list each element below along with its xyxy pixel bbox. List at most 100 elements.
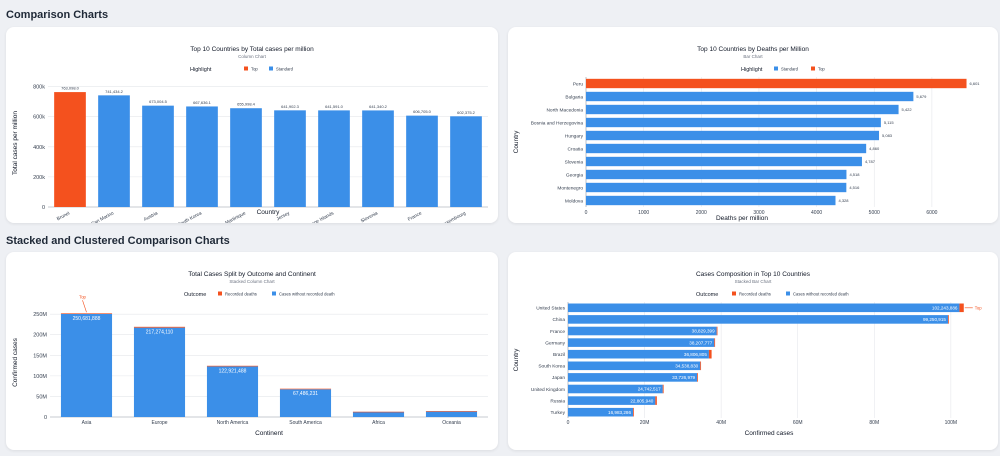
bar-segment-deaths [708, 349, 712, 359]
x-tick-label: 1000 [638, 210, 649, 216]
bar-segment-cases [568, 303, 960, 313]
y-tick-label: Montenegro [557, 185, 583, 191]
x-tick-label: Oceania [442, 420, 461, 426]
bar-segment-cases [568, 373, 698, 382]
bar [98, 95, 130, 207]
x-tick-label: 4000 [811, 210, 822, 216]
x-tick-label: Luxembourg [441, 210, 468, 223]
x-tick-label: Slovenia [360, 210, 379, 223]
chart-subtitle: Stacked Column Chart [229, 279, 275, 284]
legend-title: Highlight [190, 67, 212, 73]
x-axis-label: Country [257, 209, 281, 216]
y-tick-label: Brazil [553, 352, 565, 358]
legend-swatch [272, 291, 276, 296]
bar-segment-cases [568, 407, 634, 417]
y-axis-label: Confirmed cases [12, 337, 19, 387]
x-tick-label: Brunei [56, 210, 71, 222]
bar-segment-deaths [959, 303, 964, 313]
y-tick-label: Bosnia and Herzegovina [531, 120, 584, 126]
y-tick-label: Bulgaria [565, 94, 583, 100]
y-tick-label: Georgia [566, 172, 583, 178]
x-axis-label: Confirmed cases [745, 430, 795, 437]
legend-title: Outcome [184, 292, 206, 298]
bar-segment-deaths [206, 365, 259, 367]
data-label: 741,434.2 [105, 89, 124, 94]
x-tick-label: Africa [372, 420, 385, 426]
stacked-column-chart: Total Cases Split by Outcome and Contine… [12, 271, 488, 437]
chart-title: Top 10 Countries by Total cases per mill… [190, 46, 314, 53]
y-tick-label: North Macedonia [546, 107, 583, 113]
x-tick-label: Martinique [224, 210, 247, 223]
bar [586, 104, 899, 115]
chart-subtitle: Stacked Bar Chart [735, 279, 773, 284]
y-tick-label: Japan [552, 375, 565, 381]
bar-segment-cases [568, 338, 715, 347]
data-label: 763,098.0 [61, 86, 80, 91]
x-tick-label: 80M [869, 420, 879, 426]
bar-segment-deaths [633, 407, 634, 417]
data-label: 5,083 [882, 133, 893, 138]
y-tick-label: 600k [33, 115, 45, 121]
legend-title: Outcome [696, 292, 718, 298]
bar-segment-deaths [716, 326, 718, 336]
bar-segment-deaths [662, 384, 664, 394]
bar-segment-cases [425, 411, 478, 417]
y-tick-label: France [550, 329, 565, 335]
bar-segment-cases [568, 361, 701, 371]
bar-segment-cases [60, 313, 113, 417]
bar [586, 195, 836, 206]
x-axis-label: Deaths per million [716, 215, 768, 222]
x-tick-label: 20M [640, 420, 650, 426]
x-tick-label: 0 [567, 420, 570, 426]
chart-subtitle: Bar Chart [743, 54, 763, 59]
legend-title: Highlight [741, 67, 763, 73]
bar-segment-deaths [714, 338, 716, 347]
data-label: 673,004.5 [149, 99, 168, 104]
y-tick-label: Hungary [565, 133, 584, 139]
legend-label: Cases without recorded death [279, 292, 335, 297]
bar-segment-deaths [133, 326, 186, 328]
y-tick-label: 200M [33, 333, 47, 339]
bar [586, 78, 967, 89]
data-label: 38,829,399 [692, 329, 715, 334]
legend-swatch [774, 66, 778, 71]
data-label: 250,681,888 [73, 316, 101, 322]
legend-label: Cases without recorded death [793, 292, 849, 297]
y-tick-label: 50M [36, 394, 47, 400]
y-tick-label: Turkey [551, 410, 566, 416]
data-label: 5,679 [916, 94, 927, 99]
data-label: 4,860 [869, 146, 880, 151]
x-tick-label: South America [289, 420, 322, 426]
y-tick-label: Germany [545, 340, 565, 346]
y-tick-label: 100M [33, 374, 47, 380]
y-tick-label: Russia [550, 398, 565, 404]
bar [586, 169, 847, 180]
legend-swatch [786, 291, 790, 296]
bar-segment-deaths [947, 315, 949, 324]
y-tick-label: South Korea [538, 364, 565, 370]
bar [586, 130, 880, 141]
legend-label: Standard [276, 67, 294, 72]
data-label: 33,726,979 [672, 375, 695, 380]
bar [230, 108, 262, 207]
bar-segment-cases [279, 389, 332, 417]
x-tick-label: 40M [716, 420, 726, 426]
legend-swatch [218, 291, 222, 296]
chart-card-cases-by-continent: Total Cases Split by Outcome and Contine… [6, 252, 498, 450]
bar-segment-cases [568, 384, 663, 394]
bar-segment-cases [568, 315, 948, 324]
data-label: 22,805,940 [630, 398, 653, 403]
data-label: 4,787 [865, 159, 876, 164]
legend-swatch [269, 66, 273, 71]
bar-segment-deaths [655, 396, 657, 405]
x-tick-label: 0 [585, 210, 588, 216]
data-label: 667,636.1 [193, 100, 212, 105]
x-tick-label: 6000 [926, 210, 937, 216]
y-axis-label: Country [513, 348, 520, 372]
bar-segment-deaths [425, 411, 478, 412]
x-tick-label: 60M [793, 420, 803, 426]
bar [318, 110, 350, 207]
x-tick-label: Austria [143, 210, 159, 222]
data-label: 38,207,777 [689, 340, 712, 345]
chart-subtitle: Column Chart [238, 54, 267, 59]
